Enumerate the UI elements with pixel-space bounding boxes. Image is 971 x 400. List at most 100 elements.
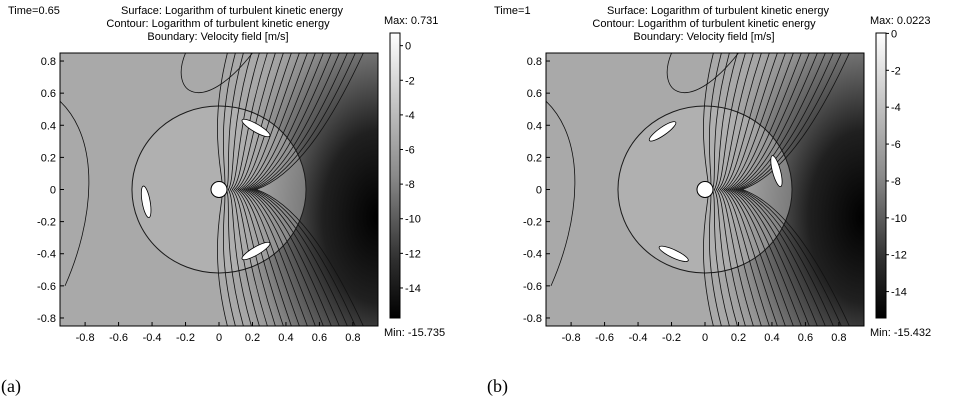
plot-title-line: Contour: Logarithm of turbulent kinetic … — [106, 18, 330, 30]
blade — [140, 185, 152, 218]
contour-line — [723, 53, 778, 326]
colorbar — [875, 32, 887, 319]
colorbar-tick-label: -12 — [405, 248, 421, 260]
contour-line — [247, 53, 332, 326]
x-tick-label: 0.2 — [245, 332, 260, 344]
time-label: Time=1 — [494, 5, 531, 17]
contour-line — [229, 53, 260, 326]
plot-title-line: Surface: Logarithm of turbulent kinetic … — [607, 5, 829, 17]
y-tick-label: -0.8 — [37, 313, 56, 325]
contour-line — [241, 53, 308, 326]
contour-line — [239, 53, 300, 326]
colorbar-tick-label: -2 — [891, 65, 901, 77]
x-tick-label: -0.6 — [109, 332, 128, 344]
y-tick-label: 0.2 — [41, 152, 56, 164]
y-tick-label: -0.4 — [523, 249, 542, 261]
x-tick-label: 0.8 — [831, 332, 846, 344]
contour-line — [249, 53, 340, 326]
colorbar-min-label: Min: -15.735 — [384, 327, 445, 339]
contour-plot-a: Time=0.65 Surface: Logarithm of turbulent… — [1, 5, 445, 397]
hub-circle — [696, 181, 714, 198]
colorbar — [389, 32, 401, 319]
contour-line — [717, 53, 754, 326]
y-tick-label: 0.6 — [527, 88, 542, 100]
panel-b: Time=1 Surface: Logarithm of turbulent ki… — [486, 0, 971, 400]
contour-line — [180, 53, 253, 94]
x-tick-label: 0.2 — [731, 332, 746, 344]
contour-line — [227, 53, 252, 326]
x-tick-label: -0.2 — [662, 332, 681, 344]
contour-lines — [60, 53, 364, 326]
blade — [648, 121, 677, 142]
contour-line — [253, 53, 356, 326]
contour-line — [233, 53, 276, 326]
contour-line — [243, 53, 316, 326]
contour-line — [713, 53, 738, 326]
x-tick-label: 0.4 — [764, 332, 779, 344]
colorbar-tick-label: -10 — [405, 214, 421, 226]
colorbar-tick-label: -6 — [891, 139, 901, 151]
contour-plot-b: Time=1 Surface: Logarithm of turbulent ki… — [487, 5, 931, 397]
colorbar-tick-label: -10 — [891, 213, 907, 225]
blade — [241, 241, 271, 261]
contour-line — [741, 53, 850, 326]
contour-line — [60, 100, 90, 287]
colorbar-max-label: Max: 0.0223 — [870, 15, 931, 27]
contour-line — [255, 53, 364, 326]
x-tick-label: 0 — [702, 332, 708, 344]
x-tick-label: -0.4 — [143, 332, 162, 344]
plot-field — [546, 53, 864, 326]
plot-title-line: Contour: Logarithm of turbulent kinetic … — [592, 18, 816, 30]
contour-lines — [546, 53, 850, 326]
x-tick-label: 0.4 — [278, 332, 293, 344]
colorbar-max-label: Max: 0.731 — [384, 15, 438, 27]
y-tick-label: 0.8 — [527, 56, 542, 68]
contour-line — [666, 53, 739, 94]
contour-line — [735, 53, 826, 326]
colorbar-tick-label: -4 — [891, 102, 901, 114]
contour-line — [731, 53, 810, 326]
contour-line — [245, 53, 324, 326]
colorbar-tick-label: -8 — [405, 179, 415, 191]
contour-line — [235, 53, 284, 326]
y-tick-label: -0.6 — [523, 281, 542, 293]
colorbar-tick-label: -14 — [405, 283, 421, 295]
blade — [770, 155, 783, 188]
x-tick-label: -0.8 — [562, 332, 581, 344]
y-tick-label: -0.4 — [37, 249, 56, 261]
y-tick-label: -0.2 — [523, 217, 542, 229]
colorbar-min-label: Min: -15.432 — [870, 327, 931, 339]
y-tick-label: -0.8 — [523, 313, 542, 325]
blade — [241, 118, 271, 138]
x-tick-label: 0.6 — [798, 332, 813, 344]
y-tick-label: -0.2 — [37, 217, 56, 229]
y-tick-label: 0 — [536, 185, 542, 197]
colorbar-tick-label: -8 — [891, 176, 901, 188]
colorbar-tick-label: -6 — [405, 145, 415, 157]
plot-title-line: Boundary: Velocity field [m/s] — [147, 31, 288, 43]
x-tick-label: 0.8 — [345, 332, 360, 344]
y-tick-label: 0.4 — [527, 120, 542, 132]
plot-field — [60, 53, 378, 326]
colorbar-tick-label: -12 — [891, 250, 907, 262]
contour-line — [727, 53, 794, 326]
colorbar-tick-label: 0 — [891, 28, 897, 40]
y-tick-label: 0.4 — [41, 120, 56, 132]
contour-line — [251, 53, 348, 326]
y-tick-label: 0 — [50, 185, 56, 197]
y-tick-label: 0.8 — [41, 56, 56, 68]
x-tick-label: -0.6 — [595, 332, 614, 344]
x-tick-label: -0.8 — [76, 332, 95, 344]
blade — [658, 245, 689, 262]
colorbar-tick-label: -14 — [891, 287, 907, 299]
plot-title-line: Surface: Logarithm of turbulent kinetic … — [121, 5, 343, 17]
contour-line — [721, 53, 770, 326]
y-tick-label: -0.6 — [37, 281, 56, 293]
y-tick-label: 0.6 — [41, 88, 56, 100]
contour-line — [715, 53, 746, 326]
x-tick-label: -0.4 — [629, 332, 648, 344]
panel-a: Time=0.65 Surface: Logarithm of turbulent… — [0, 0, 485, 400]
contour-line — [737, 53, 834, 326]
contour-line — [719, 53, 762, 326]
contour-line — [733, 53, 818, 326]
